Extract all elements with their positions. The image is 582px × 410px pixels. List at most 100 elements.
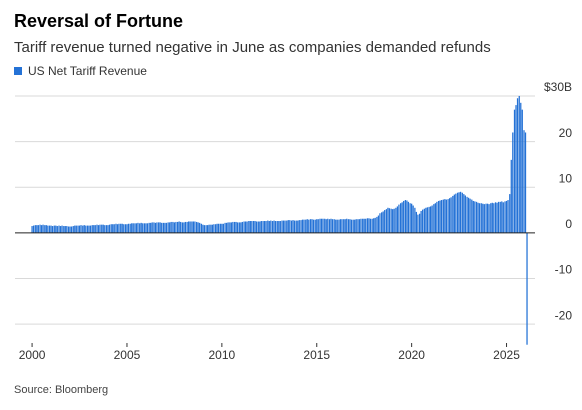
bar [40,225,43,233]
bar [93,225,95,233]
bar [450,197,452,233]
bar [297,220,299,233]
y-tick-label: -10 [555,263,573,277]
bar [433,204,435,233]
bar [414,207,416,233]
bar [53,225,55,233]
bar [461,192,463,233]
bar [170,221,172,233]
bar [295,220,297,233]
bar [120,223,122,233]
bar [88,225,90,233]
bar [317,219,319,233]
bar [488,204,490,233]
bar [86,225,89,233]
bar [521,109,523,233]
bar [96,224,98,233]
bar [34,225,36,233]
bar [392,209,394,233]
bar [415,211,418,233]
bar [491,202,493,233]
bar [211,224,214,233]
bar [437,200,440,233]
bar [197,222,199,233]
bar [134,223,136,233]
bar [59,226,62,233]
bar [452,195,454,233]
bar [300,220,302,233]
bar [393,208,395,233]
bar [429,206,432,233]
bar [276,221,278,233]
bar [115,223,117,233]
bar [113,224,115,233]
bar [289,220,291,233]
bar [110,224,112,233]
bar [205,225,207,233]
x-tick-label: 2005 [114,348,141,362]
bar [145,223,147,233]
bar [200,223,202,233]
bar [265,221,267,233]
bar [243,221,245,233]
bar [244,221,247,233]
bar [459,191,462,233]
bar [314,219,316,233]
bar [184,221,187,233]
bar [150,222,152,233]
bar [127,223,130,233]
bar [37,225,39,233]
bar [401,202,403,233]
bar [327,218,329,233]
bar [146,223,149,233]
bar [398,204,400,233]
bar [132,223,134,233]
bar [214,224,217,233]
bar [439,200,441,233]
bar [324,218,326,233]
bar [36,225,38,233]
bar [466,196,468,233]
bar [287,220,289,233]
bar [72,226,74,233]
bar [47,225,49,233]
bar [194,221,196,233]
bar [189,221,191,233]
bar [246,221,248,233]
bar [412,205,414,233]
bar [236,222,239,233]
bar [126,224,128,233]
bar [377,215,380,233]
x-tick-label: 2010 [209,348,236,362]
bar [436,201,438,233]
bar [331,219,334,233]
bar [274,221,277,233]
bar [268,221,270,233]
bar [177,221,179,233]
bar [178,221,180,233]
bar [354,219,356,233]
bar [161,222,163,233]
bar [336,219,338,233]
bar [105,225,108,233]
bar [444,199,446,233]
bar [222,223,225,233]
bar [230,222,232,233]
bar [121,223,123,233]
bar [526,232,528,345]
bar [344,219,346,233]
bar [395,207,397,233]
bar [523,130,525,233]
bar [78,225,81,233]
bar [39,224,41,233]
bar [262,221,264,233]
bar [208,224,210,233]
bar [58,225,60,233]
bar [349,219,351,233]
bar [502,202,504,233]
bar [140,222,142,233]
bar [463,194,465,233]
bar [148,222,150,233]
bar [249,221,251,233]
